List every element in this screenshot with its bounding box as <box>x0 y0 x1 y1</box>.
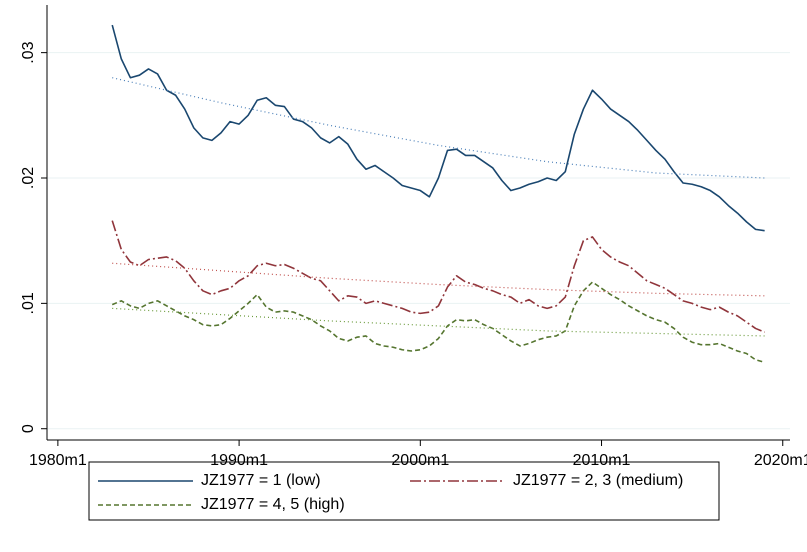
x-tick-label: 1980m1 <box>29 452 87 469</box>
legend-label: JZ1977 = 2, 3 (medium) <box>513 472 683 489</box>
x-tick-label: 1990m1 <box>210 452 268 469</box>
legend-label: JZ1977 = 1 (low) <box>201 472 321 489</box>
trend-line <box>112 307 765 337</box>
series-line <box>111 220 765 333</box>
series-line <box>111 281 765 364</box>
y-tick-label: .03 <box>20 41 37 63</box>
y-tick-label: .02 <box>20 167 37 189</box>
trend-line <box>112 77 765 179</box>
y-tick-label: .01 <box>20 292 37 314</box>
legend-box <box>88 461 720 521</box>
trend-line <box>112 262 765 297</box>
legend-label: JZ1977 = 4, 5 (high) <box>201 496 345 513</box>
series-line <box>111 24 765 232</box>
y-tick-label: 0 <box>20 424 37 433</box>
x-tick-label: 2010m1 <box>573 452 631 469</box>
x-tick-label: 2000m1 <box>391 452 449 469</box>
x-tick-label: 2020m1 <box>754 452 807 469</box>
